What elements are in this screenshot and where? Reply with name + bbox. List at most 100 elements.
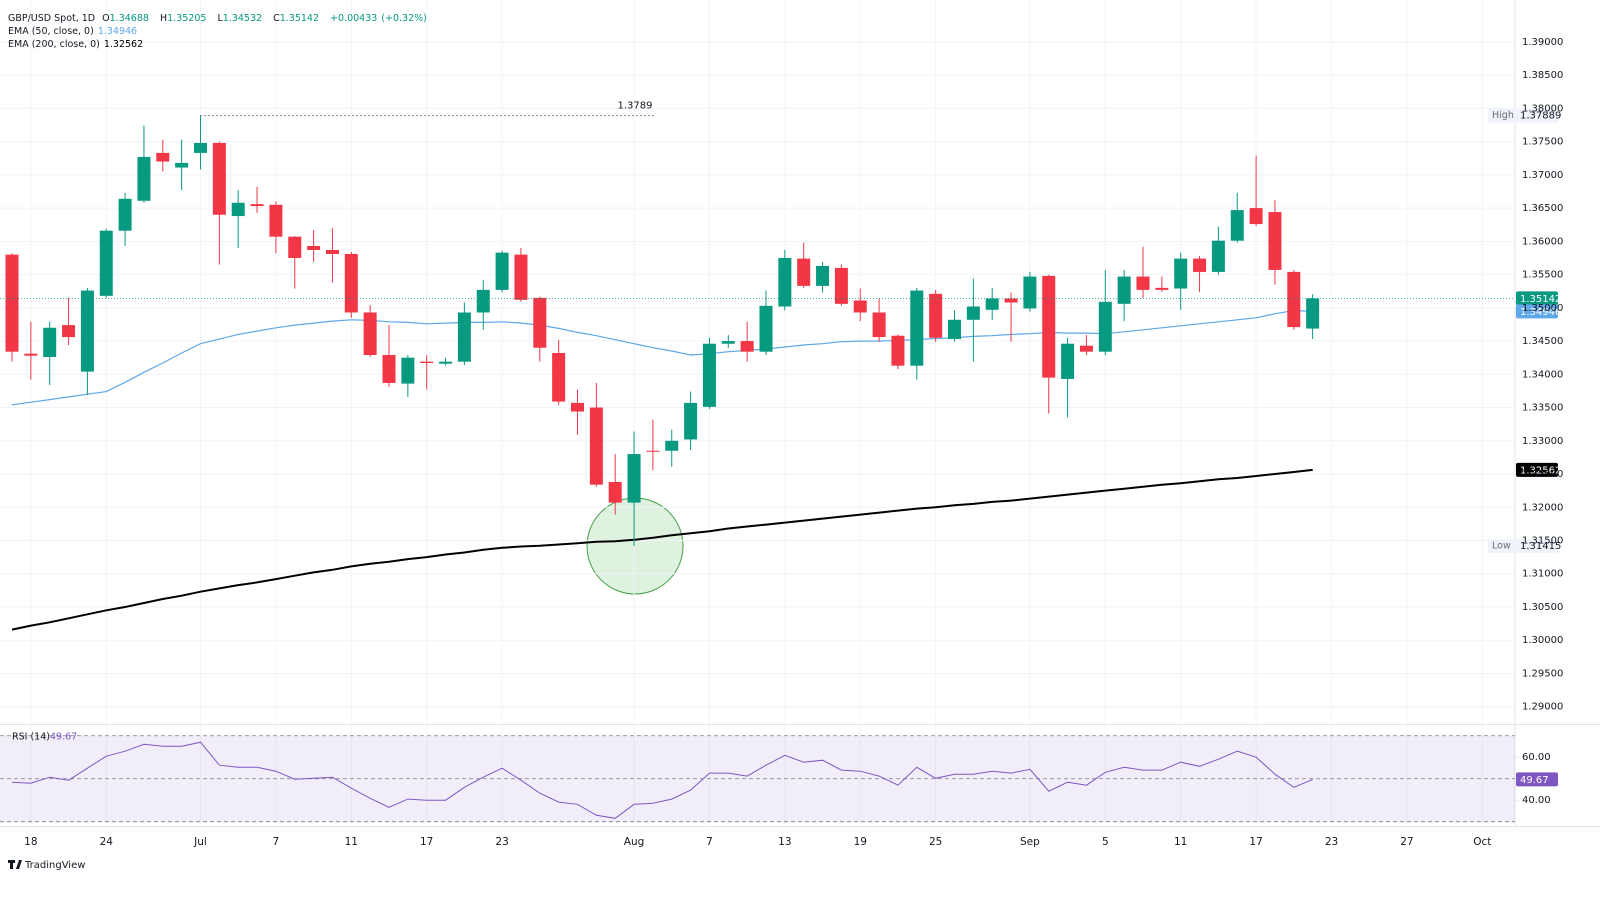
footer-text: TradingView xyxy=(24,860,85,871)
candle-body xyxy=(495,252,509,290)
low-value: 1.31415 xyxy=(1520,541,1561,552)
candle-body xyxy=(834,267,848,304)
price-badge-label: 49.67 xyxy=(1520,775,1549,786)
candle-body xyxy=(1136,276,1150,290)
candle-body xyxy=(966,306,980,320)
price-badge xyxy=(1516,772,1558,787)
x-tick-label: 7 xyxy=(273,836,280,848)
candle-body xyxy=(929,293,943,338)
y-tick-label: 1.32000 xyxy=(1522,502,1563,513)
candle-body xyxy=(1023,276,1037,309)
price-badge xyxy=(1516,462,1558,477)
y-tick-label: 1.31500 xyxy=(1522,536,1563,547)
x-tick-label: 18 xyxy=(24,836,37,848)
candle-body xyxy=(684,402,698,440)
candle-body xyxy=(740,341,754,352)
ohlc: O1.34688 xyxy=(102,13,153,24)
y-tick-label: 1.36000 xyxy=(1522,236,1563,247)
candle-body xyxy=(759,305,773,352)
x-tick-label: 24 xyxy=(100,836,114,848)
ohlc-value: 1.35205 xyxy=(167,13,207,24)
indicator-name: EMA (200, close, 0) xyxy=(8,39,100,50)
x-tick-label: 11 xyxy=(1174,836,1187,848)
logo-mark xyxy=(16,860,22,869)
candle-body xyxy=(589,407,603,485)
candle-body xyxy=(62,325,76,338)
ema-line xyxy=(11,468,1313,631)
x-tick-label: 19 xyxy=(854,836,867,848)
candle-body xyxy=(1004,298,1018,303)
legend-row: GBP/USD Spot, 1D O1.34688 H1.35205 L1.34… xyxy=(8,12,431,25)
grid xyxy=(0,0,1515,826)
price-badge-label: 1.34946 xyxy=(1520,307,1561,318)
y-tick-label: 1.39000 xyxy=(1522,37,1563,48)
candle-body xyxy=(853,300,867,313)
x-tick-label: Oct xyxy=(1473,836,1491,848)
x-tick-label: 23 xyxy=(1325,836,1338,848)
ohlc-value: 1.34688 xyxy=(109,13,149,24)
candle-body xyxy=(194,142,207,153)
candle-body xyxy=(288,236,302,258)
candle-body xyxy=(439,361,453,364)
ohlc-label: L xyxy=(217,13,223,24)
ohlc-value: 1.34532 xyxy=(222,13,263,24)
candle-body xyxy=(80,290,94,372)
candle-body xyxy=(175,162,189,168)
x-tick-label: 7 xyxy=(706,836,713,848)
candle-body xyxy=(1174,258,1188,289)
candle-body xyxy=(325,249,339,254)
change-percent: (+0.32%) xyxy=(381,13,427,24)
candle-body xyxy=(552,353,566,402)
candle-body xyxy=(5,254,19,352)
y-tick-label: 1.34500 xyxy=(1522,336,1563,347)
candle-body xyxy=(476,289,490,313)
change: +0.00433 xyxy=(330,13,378,24)
y-tick-label: 1.37500 xyxy=(1522,137,1563,148)
y-tick-label: 1.29000 xyxy=(1522,702,1563,713)
candle-body xyxy=(1079,345,1093,352)
peak-label: 1.3789 xyxy=(618,101,653,112)
candle-body xyxy=(778,257,792,307)
ohlc-value: 1.35142 xyxy=(279,13,320,24)
candle-body xyxy=(797,258,811,286)
rsi-title: RSI (14) xyxy=(12,732,50,743)
ohlc-label: O xyxy=(102,13,110,24)
candle-body xyxy=(872,312,886,338)
candle-body xyxy=(99,230,113,296)
candle-body xyxy=(646,450,660,452)
y-tick-label: 1.38000 xyxy=(1522,103,1563,114)
rsi-value: 49.67 xyxy=(50,732,77,743)
legend: GBP/USD Spot, 1D O1.34688 H1.35205 L1.34… xyxy=(8,12,431,51)
candle-body xyxy=(212,142,226,215)
candle-body xyxy=(382,355,396,383)
candle-body xyxy=(401,357,415,384)
candle-body xyxy=(1249,208,1263,225)
candle-body xyxy=(1193,258,1207,272)
high-label: High xyxy=(1492,110,1514,121)
candle-body xyxy=(43,327,57,358)
legend-row: EMA (200, close, 0) 1.32562 xyxy=(8,38,431,51)
plot: 1.3789 High 1.37889 Low 1.31415 1.35142 1.3494… xyxy=(0,101,1561,823)
candle-body xyxy=(816,265,830,286)
y-tick-label: 1.33000 xyxy=(1522,436,1563,447)
candle-body xyxy=(137,156,151,201)
candle-body xyxy=(344,253,358,313)
x-tick-label: 23 xyxy=(495,836,508,848)
candle-body xyxy=(702,343,716,407)
candle-body xyxy=(250,204,264,207)
candle-body xyxy=(910,290,924,366)
candle-body xyxy=(1042,275,1056,378)
x-tick-label: 25 xyxy=(929,836,942,848)
x-tick-label: 27 xyxy=(1400,836,1413,848)
x-tick-label: Aug xyxy=(624,836,645,848)
low-badge xyxy=(1488,539,1558,554)
y-tick-label: 1.36500 xyxy=(1522,203,1563,214)
price-badge xyxy=(1516,304,1558,319)
y-tick-label: 1.31000 xyxy=(1522,569,1563,580)
rsi-line xyxy=(11,741,1313,819)
candle-body xyxy=(1155,287,1169,290)
candle-body xyxy=(985,298,999,310)
ohlc: C1.35142 xyxy=(273,13,323,24)
y-tick-label: 1.30500 xyxy=(1522,602,1563,613)
